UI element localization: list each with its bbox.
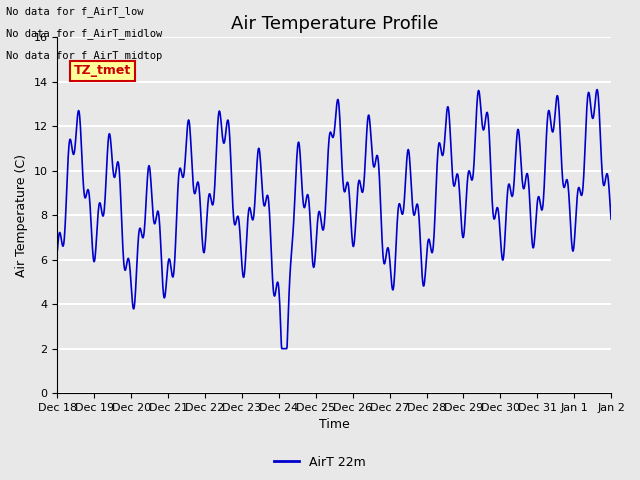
Legend: AirT 22m: AirT 22m (269, 451, 371, 474)
Text: No data for f_AirT_midlow: No data for f_AirT_midlow (6, 28, 163, 39)
Text: No data for f_AirT_low: No data for f_AirT_low (6, 6, 144, 17)
Text: No data for f_AirT_midtop: No data for f_AirT_midtop (6, 49, 163, 60)
Title: Air Temperature Profile: Air Temperature Profile (230, 15, 438, 33)
X-axis label: Time: Time (319, 419, 349, 432)
Y-axis label: Air Temperature (C): Air Temperature (C) (15, 154, 28, 277)
Text: TZ_tmet: TZ_tmet (74, 64, 131, 77)
